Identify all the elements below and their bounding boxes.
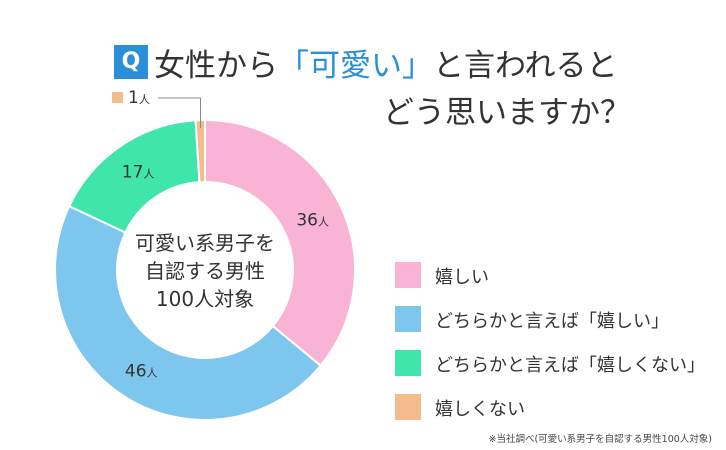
title-line1-accent: 「可愛い」 xyxy=(278,48,433,84)
data-label-unit: 人 xyxy=(143,168,154,181)
slice-ureshii xyxy=(204,118,356,368)
title-line-1: 女性から「可愛い」と言われると xyxy=(154,40,617,85)
data-label-value: 17 xyxy=(122,163,144,183)
legend-swatch-ureshii xyxy=(395,262,421,288)
title-line-2: どう思いますか？ xyxy=(383,95,631,131)
footnote: ※当社調べ(可愛い系男子を自認する男性100人対象) xyxy=(488,434,712,445)
legend-swatch-somewhat-ureshii xyxy=(395,306,421,332)
data-label-value: 1 xyxy=(128,88,139,108)
data-label-not-ureshii: 1人 xyxy=(128,88,150,108)
data-label-ureshii: 36人 xyxy=(296,210,329,230)
data-label-somewhat-not-ureshii: 17人 xyxy=(122,163,155,183)
center-label-line: 自認する男性 xyxy=(145,259,265,283)
slice-somewhat-ureshii xyxy=(54,204,322,421)
q-badge: Q xyxy=(114,45,148,79)
data-label-somewhat-ureshii: 46人 xyxy=(125,361,158,381)
data-label-unit: 人 xyxy=(147,366,158,379)
center-label: 可愛い系男子を自認する男性 100人対象 xyxy=(135,231,275,311)
leader-line xyxy=(158,97,202,129)
question-title: Q 女性から「可愛い」と言われると どう思いますか？ xyxy=(0,0,726,131)
slice-not-ureshii xyxy=(194,118,206,184)
title-line1-before: 女性から xyxy=(154,48,278,84)
legend-label-not-ureshii: 嬉しくない xyxy=(435,399,525,420)
legend-swatch-somewhat-not-ureshii xyxy=(395,350,421,376)
legend-label-somewhat-not-ureshii: どちらかと言えば「嬉しくない」 xyxy=(435,355,705,376)
center-label-line: 100人対象 xyxy=(156,287,254,311)
leader-swatch xyxy=(112,92,123,103)
data-label-unit: 人 xyxy=(139,93,150,106)
legend-label-somewhat-ureshii: どちらかと言えば「嬉しい」 xyxy=(435,311,669,332)
title-line1-after: と言われると xyxy=(433,48,618,84)
legend-label-ureshii: 嬉しい xyxy=(435,267,489,288)
legend-swatch-not-ureshii xyxy=(395,394,421,420)
data-label-value: 36 xyxy=(296,210,318,230)
center-label-line: 可愛い系男子を xyxy=(135,231,275,255)
data-label-value: 46 xyxy=(125,361,147,381)
data-label-unit: 人 xyxy=(318,215,329,228)
